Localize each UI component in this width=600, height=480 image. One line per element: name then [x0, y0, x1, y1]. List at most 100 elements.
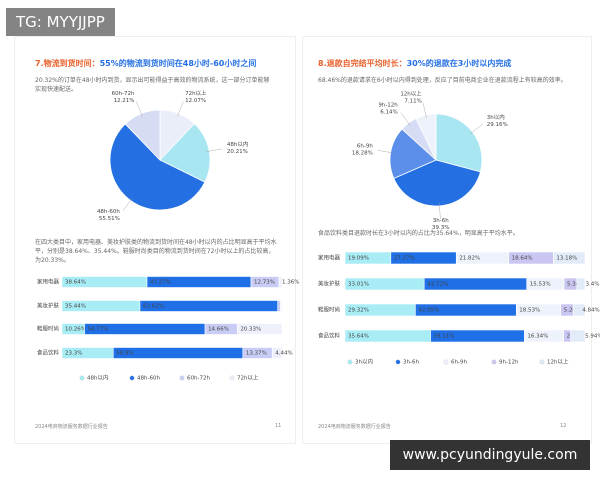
- slice-value: 18.28%: [352, 151, 373, 157]
- leader-line: [377, 150, 394, 154]
- value-label: 20.33%: [240, 327, 261, 333]
- value-label: 18.64%: [512, 256, 533, 262]
- value-label: 38.64%: [65, 280, 86, 286]
- title-prefix: 8.退款自完结平均时长：: [318, 59, 407, 68]
- category-label: 鞋服时尚: [37, 325, 59, 333]
- title-text: 30%的退款在3小时以内完成: [406, 59, 512, 68]
- slice-label: 3h-6h: [433, 218, 449, 224]
- legend-swatch: [539, 359, 545, 365]
- slice-label: 72h以上: [185, 89, 207, 97]
- legend-label: 60h-72h: [187, 376, 210, 382]
- legend-label: 12h以上: [547, 358, 569, 366]
- footer: 2024电商物流服务数据行业报告: [318, 424, 391, 430]
- leader-line: [122, 197, 133, 212]
- value-label: 54.77%: [88, 327, 109, 333]
- value-label: 5.34%: [567, 282, 584, 288]
- bar-segment: [553, 251, 586, 265]
- bar-segment: [573, 303, 586, 317]
- bar-segment: [278, 276, 283, 288]
- watermark: TG: MYYJJPP: [6, 8, 115, 36]
- slice-label: 3h以内: [487, 113, 505, 121]
- legend-label: 48h-60h: [137, 376, 160, 382]
- slice-value: 7.11%: [404, 99, 421, 105]
- legend-label: 6h-9h: [451, 360, 467, 366]
- value-label: 5.26%: [564, 308, 581, 314]
- legend-swatch: [179, 375, 185, 381]
- value-label: 35.44%: [65, 304, 86, 310]
- category-label: 鞋服时尚: [318, 306, 340, 314]
- section-title: 8.退款自完结平均时长：30%的退款在3小时以内完成: [318, 58, 511, 69]
- category-label: 家用电器: [37, 278, 60, 286]
- value-label: 58.9%: [116, 351, 133, 357]
- slice-value: 39.3%: [432, 225, 449, 231]
- slice-label: 6h-9h: [357, 144, 373, 150]
- value-label: 5.94%: [585, 334, 600, 340]
- bar-segment: [277, 300, 281, 312]
- value-label: 42.72%: [427, 282, 448, 288]
- slice-label: 60h-72h: [112, 91, 135, 97]
- legend-swatch: [347, 359, 353, 365]
- value-label: 35.64%: [348, 334, 369, 340]
- slice-value: 6.14%: [380, 110, 397, 116]
- value-label: 23.3%: [65, 351, 82, 357]
- bar-segment: [570, 329, 586, 343]
- legend-label: 48h以内: [87, 374, 109, 382]
- paragraph: 食品饮料类目退款时长在3小时以内的占比为35.64%，明显高于平均水平。: [318, 230, 519, 237]
- slice-value: 20.21%: [227, 149, 248, 155]
- bar-segment: [280, 300, 283, 312]
- leader-line: [422, 102, 427, 119]
- leader-line: [400, 112, 411, 126]
- value-label: 27.27%: [394, 256, 415, 262]
- page-number: 12: [560, 423, 567, 429]
- bar-segment: [271, 347, 283, 359]
- legend-label: 3h-6h: [403, 360, 419, 366]
- legend-label: 3h以内: [355, 358, 373, 366]
- value-label: 29.32%: [348, 308, 369, 314]
- value-label: 62.62%: [143, 304, 164, 310]
- value-label: 16.34%: [527, 334, 548, 340]
- bar-segment: [237, 323, 283, 335]
- legend-swatch: [129, 375, 135, 381]
- slice-label: 9h-12h: [378, 103, 398, 109]
- report-page: [302, 36, 592, 444]
- slice-label: 48h以内: [227, 140, 249, 148]
- legend-label: 9h-12h: [499, 360, 519, 366]
- slice-value: 29.16%: [487, 122, 508, 128]
- leader-line: [177, 101, 184, 117]
- value-label: 12.73%: [254, 280, 275, 286]
- legend-swatch: [395, 359, 401, 365]
- section-title: 7.物流到货时间：55%的物流到货时间在48小时-60小时之间: [35, 58, 256, 69]
- category-label: 美妆护肤: [318, 280, 341, 288]
- site-banner: www.pcyundingyule.com: [390, 440, 590, 470]
- paragraph: 在四大类目中，家用电器、美妆护肤类的物流到货时间在48小时以内的占比明显高于平均…: [35, 239, 277, 264]
- footer: 2024电商物流服务数据行业报告: [35, 424, 108, 430]
- bar-segment: [576, 277, 586, 291]
- value-label: 1.36%: [282, 280, 299, 286]
- leader-line: [469, 123, 483, 134]
- value-label: 13.18%: [556, 256, 577, 262]
- category-label: 美妆护肤: [37, 302, 60, 310]
- value-label: 15.53%: [530, 282, 551, 288]
- legend-swatch: [443, 359, 449, 365]
- value-label: 47.27%: [150, 280, 171, 286]
- page-number: 11: [275, 423, 282, 429]
- title-prefix: 7.物流到货时间：: [35, 59, 100, 68]
- value-label: 42.05%: [418, 308, 439, 314]
- legend-label: 72h以上: [237, 374, 259, 382]
- paragraph: 20.32%的订单在48小时内到货，显示出可能得益于高效的物流系统，这一部分订单…: [35, 77, 270, 93]
- slice-value: 12.07%: [185, 98, 206, 104]
- leader-line: [206, 148, 223, 152]
- value-label: 14.66%: [208, 327, 229, 333]
- value-label: 10.26%: [65, 327, 86, 333]
- report-page: [14, 36, 296, 444]
- value-label: 13.37%: [246, 351, 267, 357]
- leader-line: [438, 202, 441, 219]
- legend-swatch: [79, 375, 85, 381]
- value-label: 19.09%: [348, 256, 369, 262]
- legend-swatch: [491, 359, 497, 365]
- value-label: 3.4%: [586, 282, 600, 288]
- slice-value: 12.21%: [114, 98, 135, 104]
- slice-value: 55.51%: [99, 216, 120, 222]
